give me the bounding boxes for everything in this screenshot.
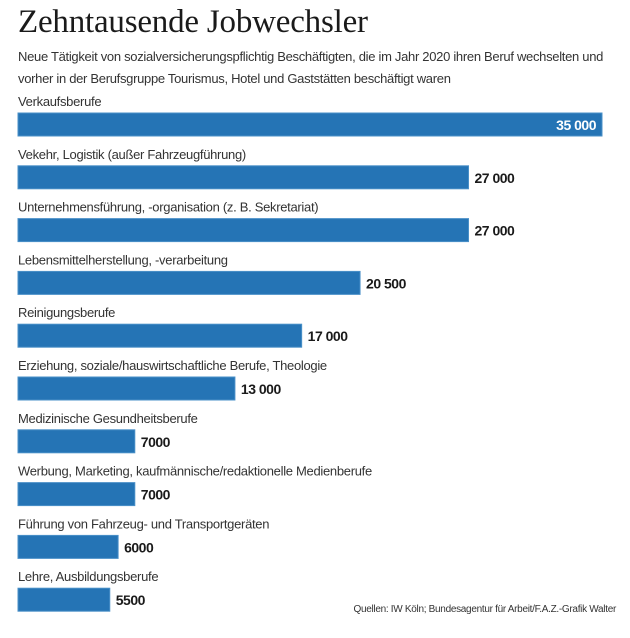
bar-group: Führung von Fahrzeug- und Transportgerät… (17, 516, 270, 559)
category-label: Werbung, Marketing, kaufmännische/redakt… (18, 464, 372, 479)
category-label: Verkaufsberufe (18, 94, 101, 109)
value-label: 27 000 (475, 223, 516, 239)
category-label: Reinigungsberufe (18, 305, 115, 320)
bar-group: Reinigungsberufe 17 000 (17, 305, 349, 348)
bar-group: Erziehung, soziale/hauswirtschaftliche B… (17, 358, 327, 401)
value-label: 7000 (141, 487, 171, 503)
bar (17, 376, 236, 401)
bar-group: Verkaufsberufe 35 000 (17, 94, 603, 137)
bar (17, 112, 603, 137)
bar-group: Vekehr, Logistik (außer Fahrzeugführung)… (17, 147, 516, 190)
bar (17, 587, 111, 612)
value-label: 27 000 (475, 170, 516, 186)
chart-subtitle: Neue Tätigkeit von sozialversicherungspf… (18, 49, 604, 86)
bar (17, 218, 470, 243)
value-label: 6000 (124, 539, 154, 555)
category-label: Unternehmensführung, -organisation (z. B… (18, 200, 318, 215)
bar-group: Medizinische Gesundheitsberufe 7000 (17, 411, 198, 454)
value-label: 7000 (141, 434, 171, 450)
category-label: Medizinische Gesundheitsberufe (18, 411, 198, 426)
bar-group: Lebensmittelherstellung, -verarbeitung 20… (17, 252, 407, 295)
chart-title: Zehntausende Jobwechsler (18, 4, 368, 40)
value-label: 20 500 (366, 275, 407, 291)
category-label: Vekehr, Logistik (außer Fahrzeugführung) (18, 147, 246, 162)
value-label: 5500 (116, 592, 146, 608)
value-label: 13 000 (241, 381, 282, 397)
value-label: 35 000 (556, 117, 597, 133)
source-note: Quellen: IW Köln; Bundesagentur für Arbe… (353, 604, 616, 615)
bar (17, 323, 303, 348)
bar-group: Werbung, Marketing, kaufmännische/redakt… (17, 464, 372, 507)
value-label: 17 000 (308, 328, 349, 344)
category-label: Lehre, Ausbildungsberufe (18, 569, 158, 584)
bar-group: Lehre, Ausbildungsberufe 5500 (17, 569, 159, 612)
bar (17, 270, 361, 295)
bar (17, 534, 119, 559)
bar (17, 165, 470, 190)
category-label: Lebensmittelherstellung, -verarbeitung (18, 252, 228, 267)
bar (17, 429, 136, 454)
bar-group: Unternehmensführung, -organisation (z. B… (17, 200, 516, 243)
category-label: Erziehung, soziale/hauswirtschaftliche B… (18, 358, 327, 373)
category-label: Führung von Fahrzeug- und Transportgerät… (18, 516, 269, 531)
bar (17, 482, 136, 507)
